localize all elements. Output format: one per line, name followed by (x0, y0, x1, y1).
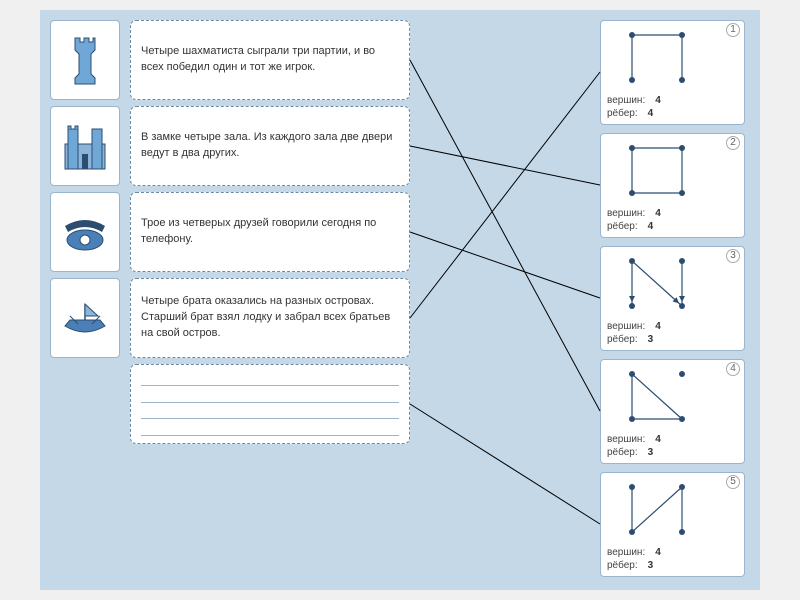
vertices-label: вершин: (607, 207, 645, 220)
vertices-value: 4 (655, 320, 661, 333)
vertices-value: 4 (655, 433, 661, 446)
graph-svg-1 (607, 25, 737, 95)
edges-label: рёбер: (607, 220, 638, 233)
telephone-icon (60, 212, 110, 252)
vertices-value: 4 (655, 546, 661, 559)
edges-label: рёбер: (607, 446, 638, 459)
castle-icon (60, 119, 110, 174)
vertices-label: вершин: (607, 433, 645, 446)
write-line (141, 372, 399, 386)
graph-svg-2 (607, 138, 737, 208)
graph-card-3: 3 вершин: 4 рёбер: 3 (600, 246, 745, 351)
write-line (141, 422, 399, 436)
vertices-value: 4 (655, 207, 661, 220)
left-column: Четыре шахматиста сыграли три партии, и … (50, 20, 420, 444)
graph-card-5: 5 вершин: 4 рёбер: 3 (600, 472, 745, 577)
vertices-label: вершин: (607, 94, 645, 107)
icon-card-phone (50, 192, 120, 272)
task-row: В замке четыре зала. Из каждого зала две… (50, 106, 420, 186)
worksheet-page: Четыре шахматиста сыграли три партии, и … (40, 10, 760, 590)
icon-card-boat (50, 278, 120, 358)
vertices-value: 4 (655, 94, 661, 107)
edges-label: рёбер: (607, 107, 638, 120)
task-text-content: В замке четыре зала. Из каждого зала две… (141, 130, 399, 162)
edges-label: рёбер: (607, 559, 638, 572)
write-line (141, 389, 399, 403)
vertices-label: вершин: (607, 546, 645, 559)
task-text: Четыре брата оказались на разных острова… (130, 278, 410, 358)
edges-value: 3 (648, 333, 654, 346)
graph-svg-3 (607, 251, 737, 321)
edges-value: 3 (648, 559, 654, 572)
edges-value: 3 (648, 446, 654, 459)
graph-svg-4 (607, 364, 737, 434)
graph-card-2: 2 вершин: 4 рёбер: 4 (600, 133, 745, 238)
graph-card-1: 1 вершин: 4 рёбер: 4 (600, 20, 745, 125)
graph-card-4: 4 вершин: 4 рёбер: 3 (600, 359, 745, 464)
write-line (141, 405, 399, 419)
vertices-label: вершин: (607, 320, 645, 333)
graph-column: 1 вершин: 4 рёбер: 4 2 вершин: 4 рёбер: … (600, 20, 750, 585)
task-row: Четыре шахматиста сыграли три партии, и … (50, 20, 420, 100)
task-row: Четыре брата оказались на разных острова… (50, 278, 420, 358)
task-text: Четыре шахматиста сыграли три партии, и … (130, 20, 410, 100)
task-text-content: Четыре брата оказались на разных острова… (141, 294, 399, 342)
task-row (50, 364, 420, 444)
edges-label: рёбер: (607, 333, 638, 346)
icon-card-chess (50, 20, 120, 100)
task-row: Трое из четверых друзей говорили сегодня… (50, 192, 420, 272)
task-text-content: Трое из четверых друзей говорили сегодня… (141, 216, 399, 248)
icon-card-castle (50, 106, 120, 186)
boat-icon (60, 296, 110, 341)
chess-rook-icon (65, 33, 105, 88)
edges-value: 4 (648, 220, 654, 233)
edges-value: 4 (648, 107, 654, 120)
task-text: В замке четыре зала. Из каждого зала две… (130, 106, 410, 186)
task-text-blank[interactable] (130, 364, 410, 444)
task-text: Трое из четверых друзей говорили сегодня… (130, 192, 410, 272)
graph-svg-5 (607, 477, 737, 547)
task-text-content: Четыре шахматиста сыграли три партии, и … (141, 44, 399, 76)
